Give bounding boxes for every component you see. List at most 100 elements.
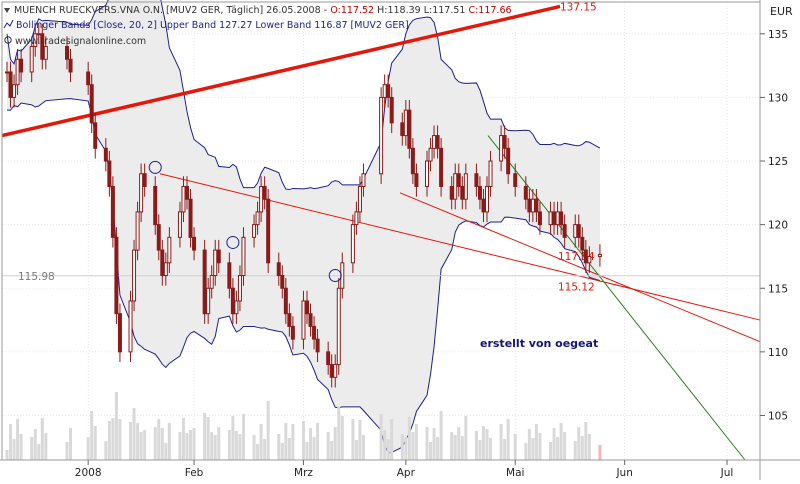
volume-bar (499, 424, 503, 460)
candle-body (407, 109, 412, 149)
volume-bar (534, 424, 538, 460)
chevron-down-icon[interactable] (4, 8, 10, 13)
volume-bar (330, 441, 334, 460)
volume-bar (266, 401, 270, 460)
candle-body (103, 147, 108, 162)
volume-bar (181, 418, 185, 460)
volume-bar (407, 417, 411, 460)
volume-bar (404, 437, 408, 460)
candle-body (576, 224, 581, 238)
bollinger-legend: Bollinger Bands [Close, 20, 2] Upper Ban… (16, 20, 409, 31)
candle-body (562, 224, 567, 238)
candle-body (453, 173, 458, 200)
price-label-115: 115.12 (558, 282, 595, 294)
candle-body (474, 173, 479, 187)
volume-bar (333, 427, 337, 460)
volume-bar (460, 436, 464, 460)
volume-bar (573, 441, 577, 460)
candle-body (114, 236, 119, 315)
volume-bar (234, 431, 238, 460)
volume-bar (44, 433, 48, 460)
down-trendline (487, 135, 746, 461)
candle-body (177, 211, 182, 238)
volume-bar (340, 416, 344, 460)
candle-body (580, 236, 585, 251)
volume-bar (217, 427, 221, 460)
volume-bar (577, 427, 581, 460)
candle-body (43, 46, 48, 60)
candle-body (262, 185, 267, 200)
candle-body (336, 287, 341, 366)
volume-bar (167, 423, 171, 460)
volume-bar (478, 440, 482, 460)
volume-bar (241, 414, 245, 460)
candle-body (432, 135, 437, 149)
candle-body (255, 211, 260, 226)
candle-body (139, 173, 144, 213)
volume-bar (139, 432, 143, 460)
volume-bar (309, 428, 313, 460)
candle-body (513, 173, 518, 187)
volume-bar (157, 419, 161, 460)
x-tick-label: Jul (720, 467, 734, 479)
volume-bar (584, 422, 588, 460)
volume-bar (481, 426, 485, 460)
candle-body (216, 249, 221, 264)
header-high-low: H:118.39 L:117.51 (377, 5, 465, 16)
candle-body (110, 185, 115, 238)
bollinger-band-area (6, 0, 601, 454)
volume-bar (263, 439, 267, 460)
candle-body (350, 224, 355, 264)
volume-bar (489, 438, 493, 460)
volume-bar (337, 406, 341, 460)
volume-bar (563, 432, 567, 460)
y-tick-label: 105 (768, 410, 788, 422)
candle-body (33, 33, 38, 48)
volume-bar (552, 428, 556, 460)
pivot-marker (328, 269, 342, 283)
volume-bar (549, 442, 553, 460)
candle-body (188, 198, 193, 238)
candle-body (241, 236, 246, 277)
price-label-137: 137.15 (560, 1, 597, 13)
candle-body (506, 147, 511, 175)
candle-body (552, 211, 557, 226)
volume-bar (414, 424, 418, 460)
volume-bar (65, 442, 69, 460)
volume-bar (503, 439, 507, 460)
volume-bar (69, 428, 73, 460)
candle-body (8, 71, 13, 98)
volume-bar (513, 434, 517, 460)
volume-bar (192, 428, 196, 460)
reference-line-label: 115.98 (18, 271, 55, 283)
x-tick-label: Jun (615, 467, 632, 479)
volume-bar (118, 419, 122, 460)
volume-bar (587, 434, 591, 460)
candle-body (597, 253, 602, 257)
candle-body (428, 147, 433, 162)
candle-body (290, 325, 295, 340)
volume-bar (464, 416, 468, 460)
volume-bar (104, 441, 108, 460)
volume-bar (425, 427, 429, 460)
candle-body (280, 275, 285, 289)
candle-body (315, 338, 320, 353)
candle-body (573, 224, 578, 238)
candle-body (488, 160, 493, 187)
volume-bar (33, 429, 37, 460)
volume-bar (111, 418, 115, 460)
volume-bar (361, 435, 365, 460)
volume-bar (19, 434, 23, 460)
candle-body (400, 122, 405, 137)
volume-bar (527, 429, 531, 460)
volume-bar (238, 434, 242, 460)
candle-body (259, 185, 264, 213)
volume-bar (556, 437, 560, 460)
axis-labels: 105 110 115 120 125 130 135 2008 Feb Mrz Apr Mai Jun… (75, 29, 788, 479)
volume-bar (538, 433, 542, 460)
candle-body (15, 58, 20, 86)
candle-body (527, 198, 532, 213)
pivot-markers (148, 160, 342, 283)
volume-bar (506, 419, 510, 460)
